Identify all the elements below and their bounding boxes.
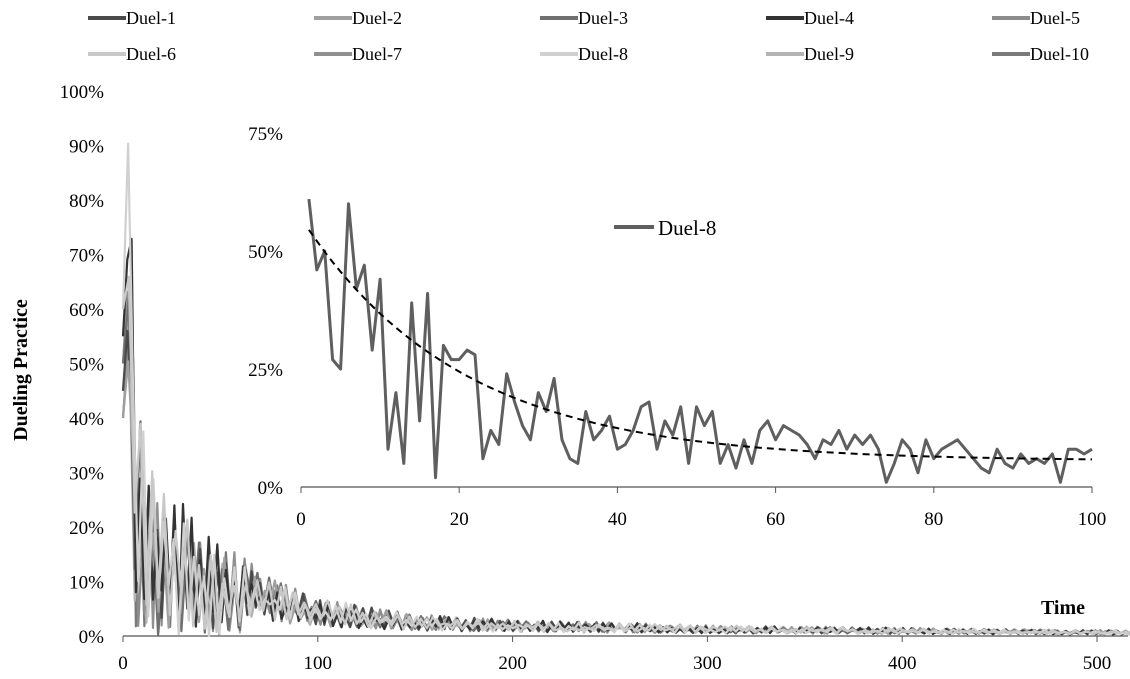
inset-x-tick-label: 100 <box>1078 509 1107 530</box>
y-tick-label: 60% <box>69 300 104 321</box>
legend-label-duel-9: Duel-9 <box>804 44 854 64</box>
legend-label-duel-1: Duel-1 <box>126 8 176 28</box>
legend-label-duel-8: Duel-8 <box>578 44 628 64</box>
x-tick-label: 200 <box>498 653 527 674</box>
x-tick-label: 500 <box>1083 653 1112 674</box>
series-line-duel-6 <box>121 275 1130 636</box>
legend-label-duel-2: Duel-2 <box>352 8 402 28</box>
y-tick-label: 30% <box>69 464 104 485</box>
inset-y-tick-label: 75% <box>248 124 283 145</box>
main-axes: 0%10%20%30%40%50%60%70%80%90%100%0 100 200… <box>60 82 1128 674</box>
inset-y-tick-label: 25% <box>248 360 283 381</box>
y-tick-label: 70% <box>69 246 104 267</box>
legend-label-duel-10: Duel-10 <box>1030 44 1089 64</box>
legend-label-duel-7: Duel-7 <box>352 44 402 64</box>
legend: Duel-1 Duel-2 Duel-3 Duel-4 Duel-5 Duel-6 Duel… <box>88 8 1089 64</box>
legend-label-duel-6: Duel-6 <box>126 44 176 64</box>
legend-label-duel-3: Duel-3 <box>578 8 628 28</box>
y-axis-label: Dueling Practice <box>10 299 32 441</box>
inset-y-tick-label: 50% <box>248 242 283 263</box>
inset-trend-line <box>308 229 1093 461</box>
inset-y-tick-label: 0% <box>258 478 284 499</box>
x-tick-label: 100 <box>304 653 333 674</box>
legend-label-duel-5: Duel-5 <box>1030 8 1080 28</box>
main-plot-area <box>121 142 1130 638</box>
inset-legend-label: Duel-8 <box>658 216 716 240</box>
x-tick-label: 0 <box>118 653 128 674</box>
y-tick-label: 80% <box>69 191 104 212</box>
inset-x-tick-label: 40 <box>608 509 627 530</box>
y-tick-label: 50% <box>69 355 104 376</box>
inset-x-tick-label: 60 <box>766 509 785 530</box>
y-tick-label: 90% <box>69 137 104 158</box>
inset-x-tick-label: 20 <box>450 509 469 530</box>
y-tick-label: 40% <box>69 409 104 430</box>
inset-series-line-duel-8 <box>307 198 1093 484</box>
x-tick-label: 300 <box>693 653 722 674</box>
legend-label-duel-4: Duel-4 <box>804 8 854 28</box>
y-tick-label: 0% <box>79 627 105 648</box>
y-tick-label: 10% <box>69 573 104 594</box>
inset-chart: 0% 25% 50% 75% 0 20 40 60 80 100 Duel-8 <box>238 110 1108 530</box>
inset-x-tick-label: 0 <box>296 509 306 530</box>
x-tick-label: 400 <box>888 653 917 674</box>
y-tick-label: 100% <box>60 82 105 103</box>
x-axis-label: Time <box>1041 597 1085 619</box>
y-tick-label: 20% <box>69 518 104 539</box>
inset-x-tick-label: 80 <box>924 509 943 530</box>
